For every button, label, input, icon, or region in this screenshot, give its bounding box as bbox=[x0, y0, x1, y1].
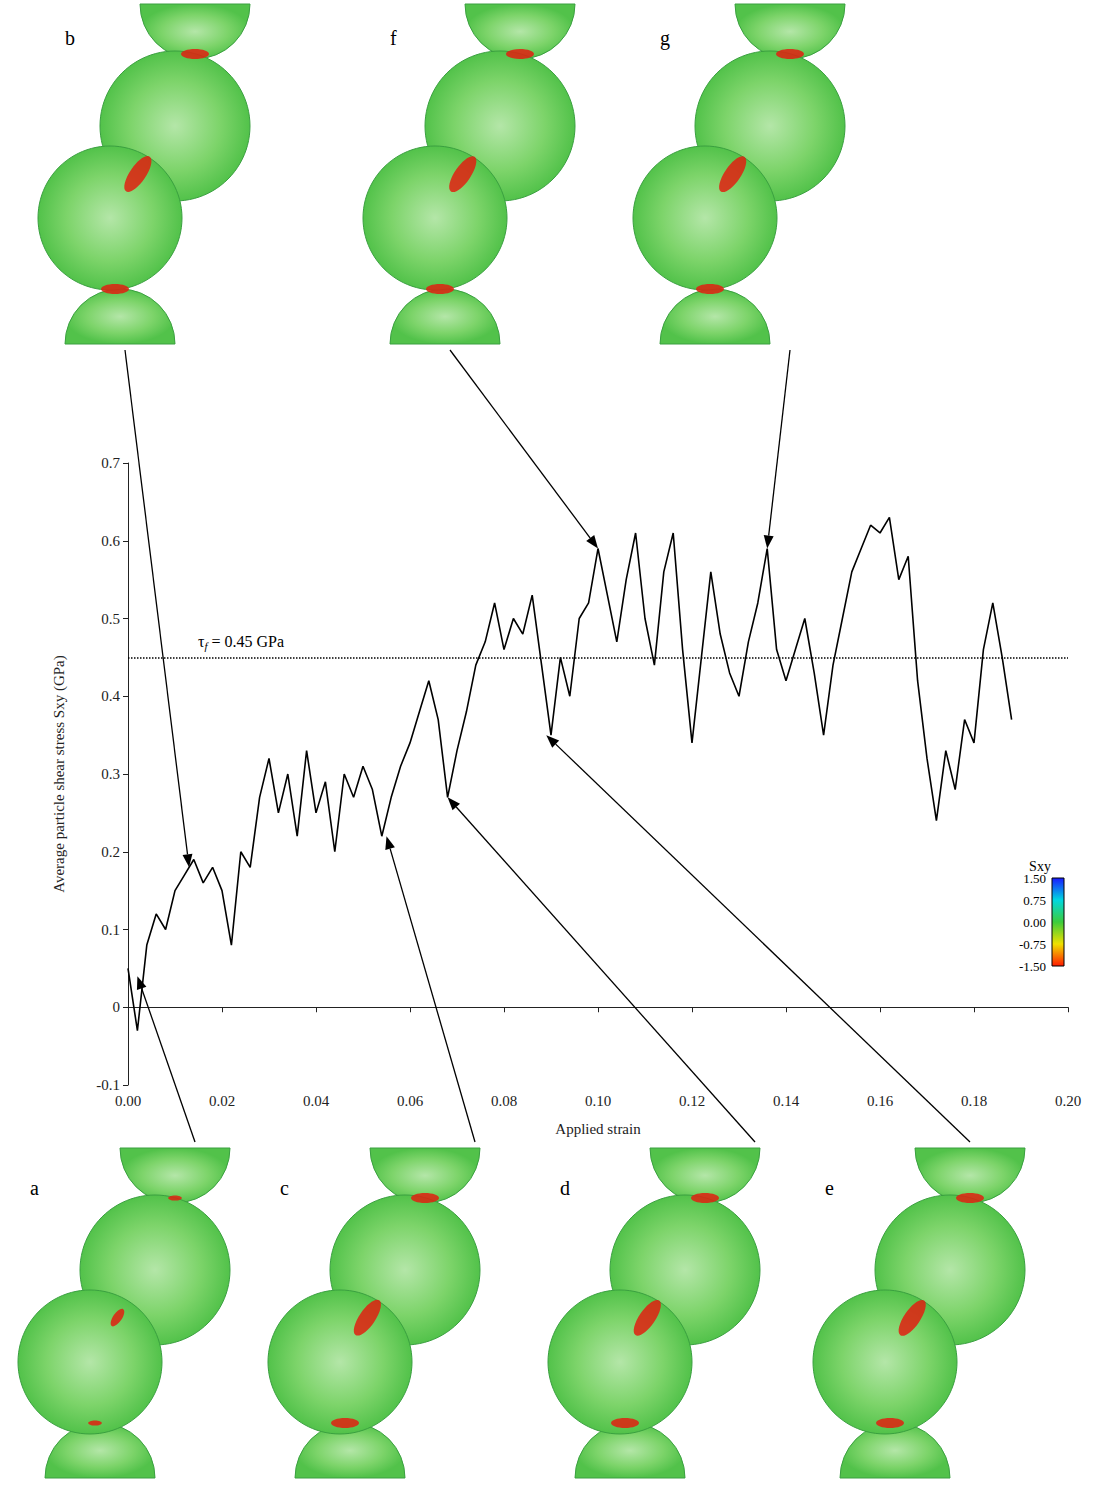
svg-text:0.75: 0.75 bbox=[1023, 893, 1046, 908]
svg-text:-1.50: -1.50 bbox=[1019, 959, 1046, 974]
svg-text:g: g bbox=[660, 27, 670, 50]
svg-text:1.50: 1.50 bbox=[1023, 870, 1046, 886]
svg-text:0.12: 0.12 bbox=[679, 1093, 705, 1109]
svg-text:0.5: 0.5 bbox=[101, 611, 120, 627]
svg-text:0.20: 0.20 bbox=[1055, 1093, 1081, 1109]
svg-text:0.06: 0.06 bbox=[397, 1093, 424, 1109]
svg-text:f: f bbox=[390, 27, 397, 49]
svg-text:0.7: 0.7 bbox=[101, 455, 120, 471]
svg-text:0: 0 bbox=[113, 999, 121, 1015]
svg-text:0.14: 0.14 bbox=[773, 1093, 800, 1109]
svg-text:Average particle shear stress: Average particle shear stress Sxy (GPa) bbox=[51, 655, 68, 893]
svg-text:0.18: 0.18 bbox=[961, 1093, 987, 1109]
svg-text:0.02: 0.02 bbox=[209, 1093, 235, 1109]
svg-text:0.4: 0.4 bbox=[101, 688, 120, 704]
svg-text:e: e bbox=[825, 1177, 834, 1199]
svg-text:a: a bbox=[30, 1177, 39, 1199]
svg-text:0.10: 0.10 bbox=[585, 1093, 611, 1109]
svg-text:0.00: 0.00 bbox=[1023, 915, 1046, 930]
svg-text:0.2: 0.2 bbox=[101, 844, 120, 860]
svg-text:Sxy: Sxy bbox=[1029, 859, 1051, 874]
html-text:τf: τf bbox=[198, 633, 208, 652]
svg-text:Applied strain: Applied strain bbox=[555, 1121, 641, 1137]
svg-text:0.16: 0.16 bbox=[867, 1093, 894, 1109]
svg-text:-0.75: -0.75 bbox=[1019, 937, 1046, 952]
svg-text:d: d bbox=[560, 1177, 570, 1199]
svg-text:0.00: 0.00 bbox=[115, 1093, 141, 1109]
svg-text:-0.1: -0.1 bbox=[96, 1077, 120, 1093]
svg-text:0.6: 0.6 bbox=[101, 533, 120, 549]
svg-text:0.08: 0.08 bbox=[491, 1093, 517, 1109]
svg-text:0.1: 0.1 bbox=[101, 922, 120, 938]
svg-text:c: c bbox=[280, 1177, 289, 1199]
svg-text:0.04: 0.04 bbox=[303, 1093, 330, 1109]
svg-text:= 0.45 GPa: = 0.45 GPa bbox=[207, 633, 284, 650]
svg-text:0.3: 0.3 bbox=[101, 766, 120, 782]
svg-text:b: b bbox=[65, 27, 75, 49]
